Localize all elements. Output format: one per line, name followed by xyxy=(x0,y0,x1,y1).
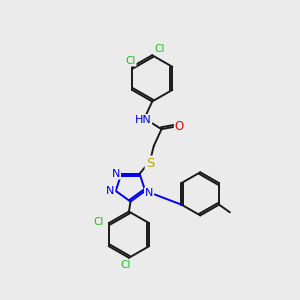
Text: N: N xyxy=(145,188,153,198)
Text: O: O xyxy=(175,120,184,134)
Text: HN: HN xyxy=(134,115,151,125)
Text: N: N xyxy=(106,186,115,196)
Text: Cl: Cl xyxy=(94,217,104,226)
Text: Cl: Cl xyxy=(125,56,136,66)
Text: S: S xyxy=(146,157,154,169)
Text: N: N xyxy=(112,169,120,179)
Text: Cl: Cl xyxy=(155,44,165,54)
Text: Cl: Cl xyxy=(120,260,130,271)
